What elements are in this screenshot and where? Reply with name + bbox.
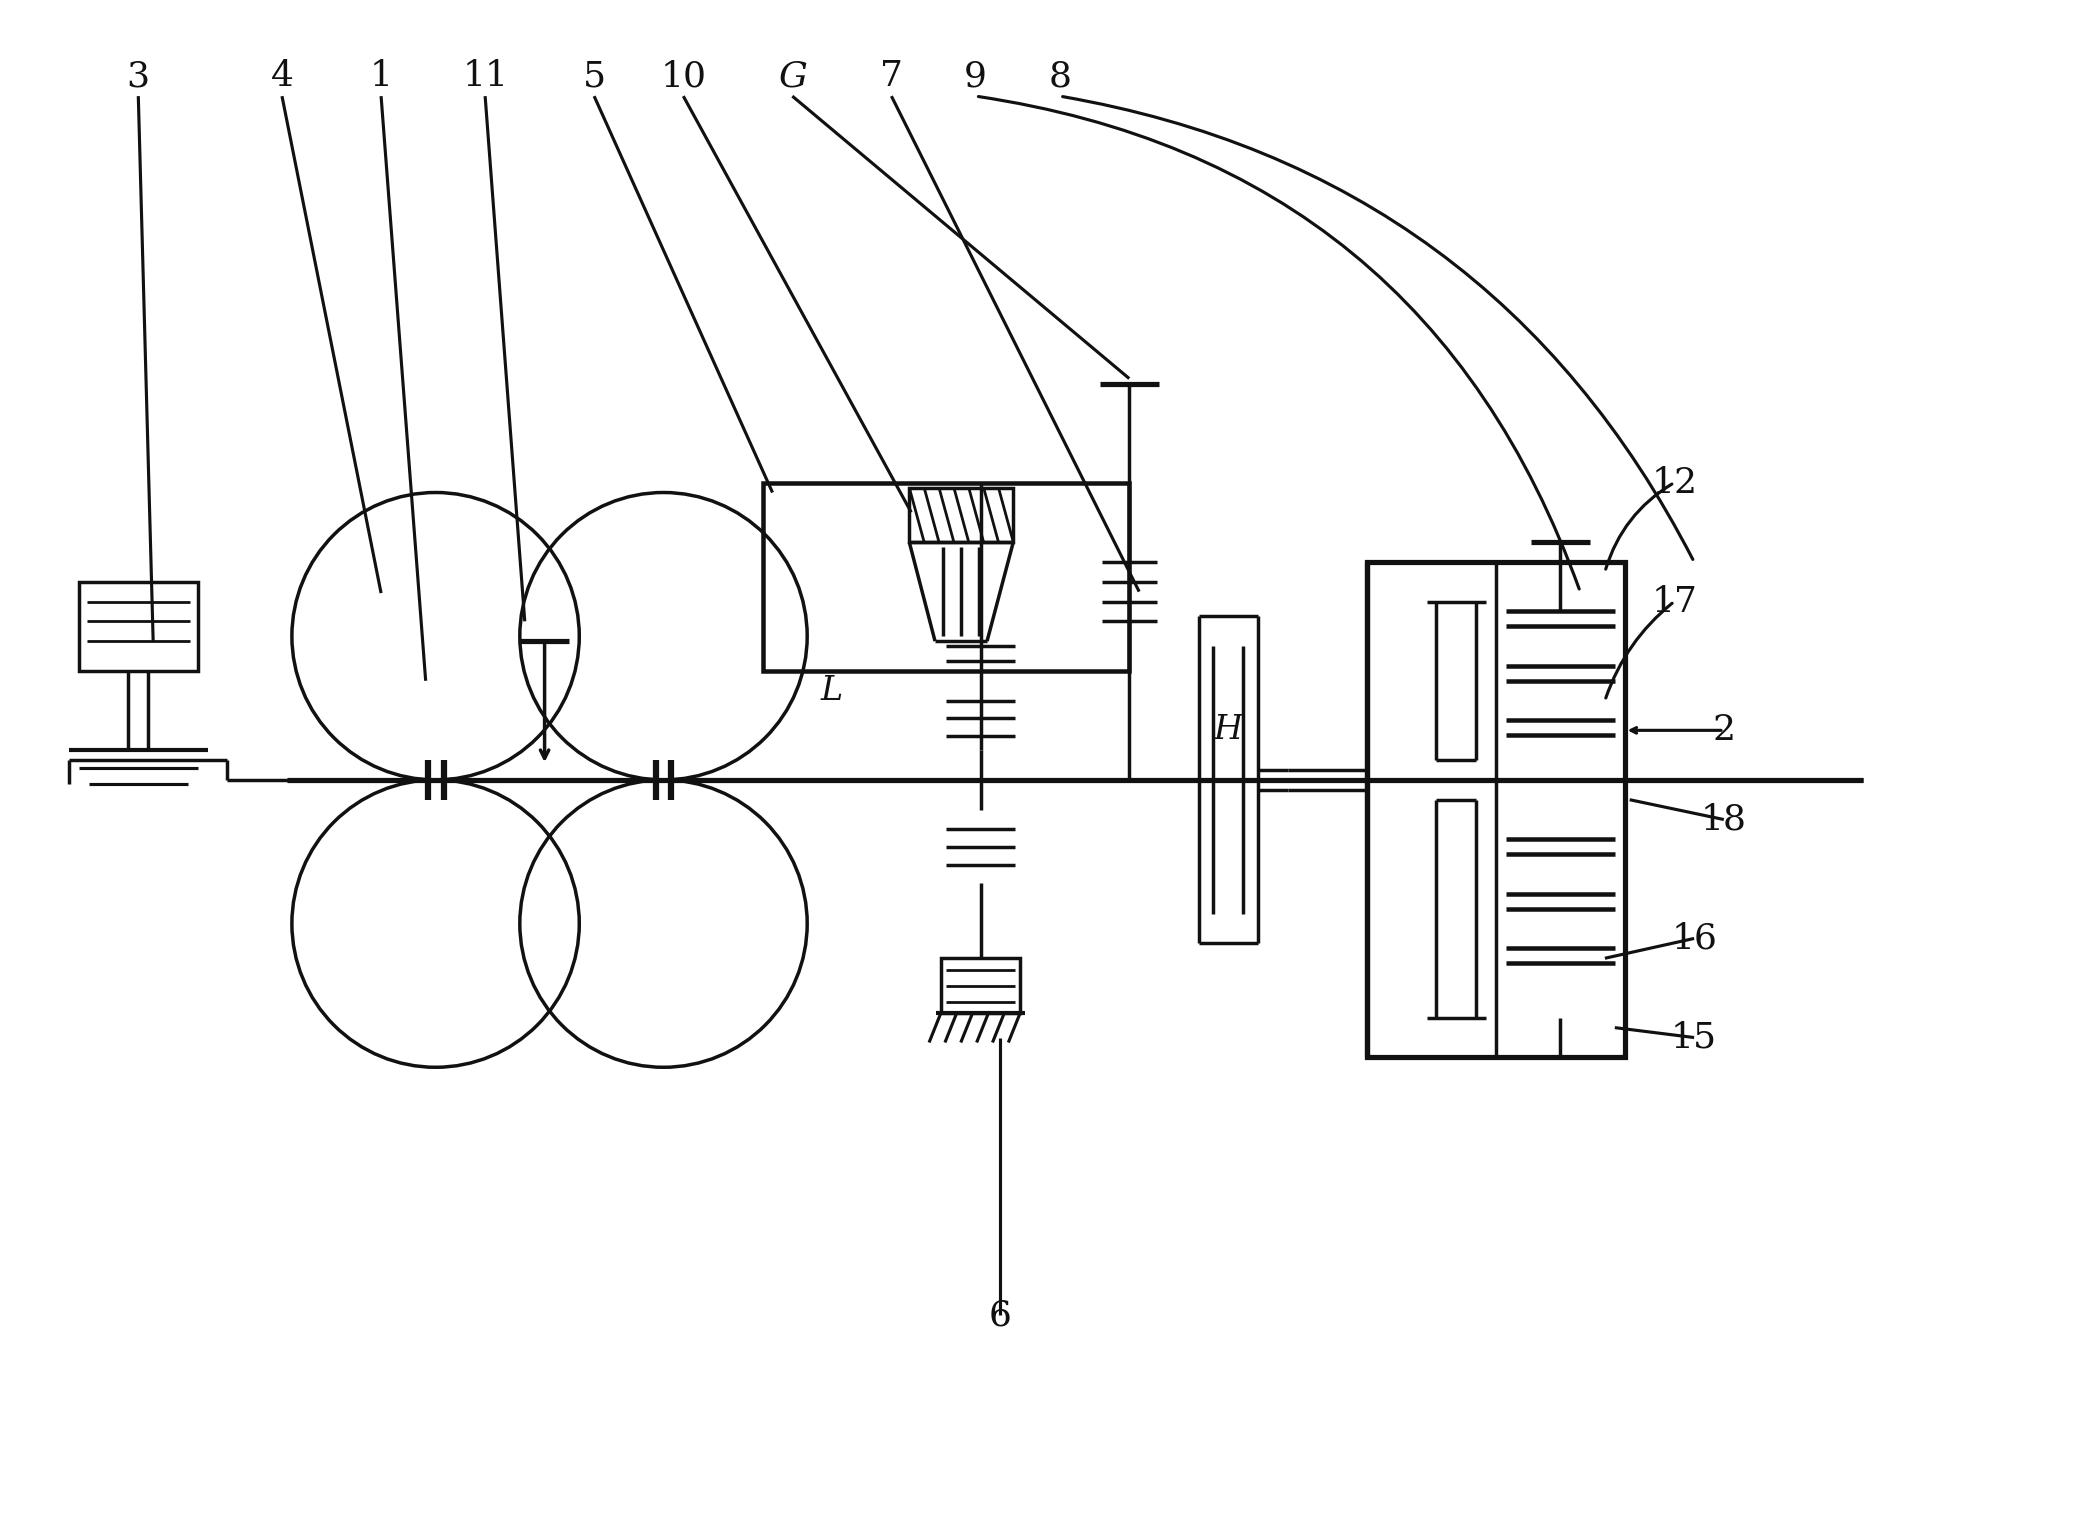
Bar <box>1368 562 1626 1057</box>
Text: H: H <box>1213 714 1242 746</box>
Text: 6: 6 <box>989 1298 1012 1332</box>
Text: 5: 5 <box>582 60 605 94</box>
Text: 15: 15 <box>1672 1020 1718 1055</box>
Text: 3: 3 <box>126 60 151 94</box>
Text: 7: 7 <box>880 60 903 94</box>
Text: 2: 2 <box>1712 713 1735 748</box>
Text: 18: 18 <box>1701 802 1747 837</box>
Text: 4: 4 <box>270 60 293 94</box>
Text: 16: 16 <box>1672 922 1718 955</box>
Bar <box>80 582 197 671</box>
Bar <box>763 482 1129 671</box>
Text: L: L <box>821 674 842 707</box>
Text: 1: 1 <box>369 60 392 94</box>
Text: 11: 11 <box>463 60 509 94</box>
Bar <box>941 958 1020 1012</box>
Bar <box>909 487 1014 542</box>
Text: 9: 9 <box>964 60 987 94</box>
Text: 10: 10 <box>660 60 706 94</box>
Text: G: G <box>777 60 807 94</box>
Text: 17: 17 <box>1651 585 1697 619</box>
Text: 8: 8 <box>1048 60 1071 94</box>
Text: 12: 12 <box>1651 465 1697 499</box>
